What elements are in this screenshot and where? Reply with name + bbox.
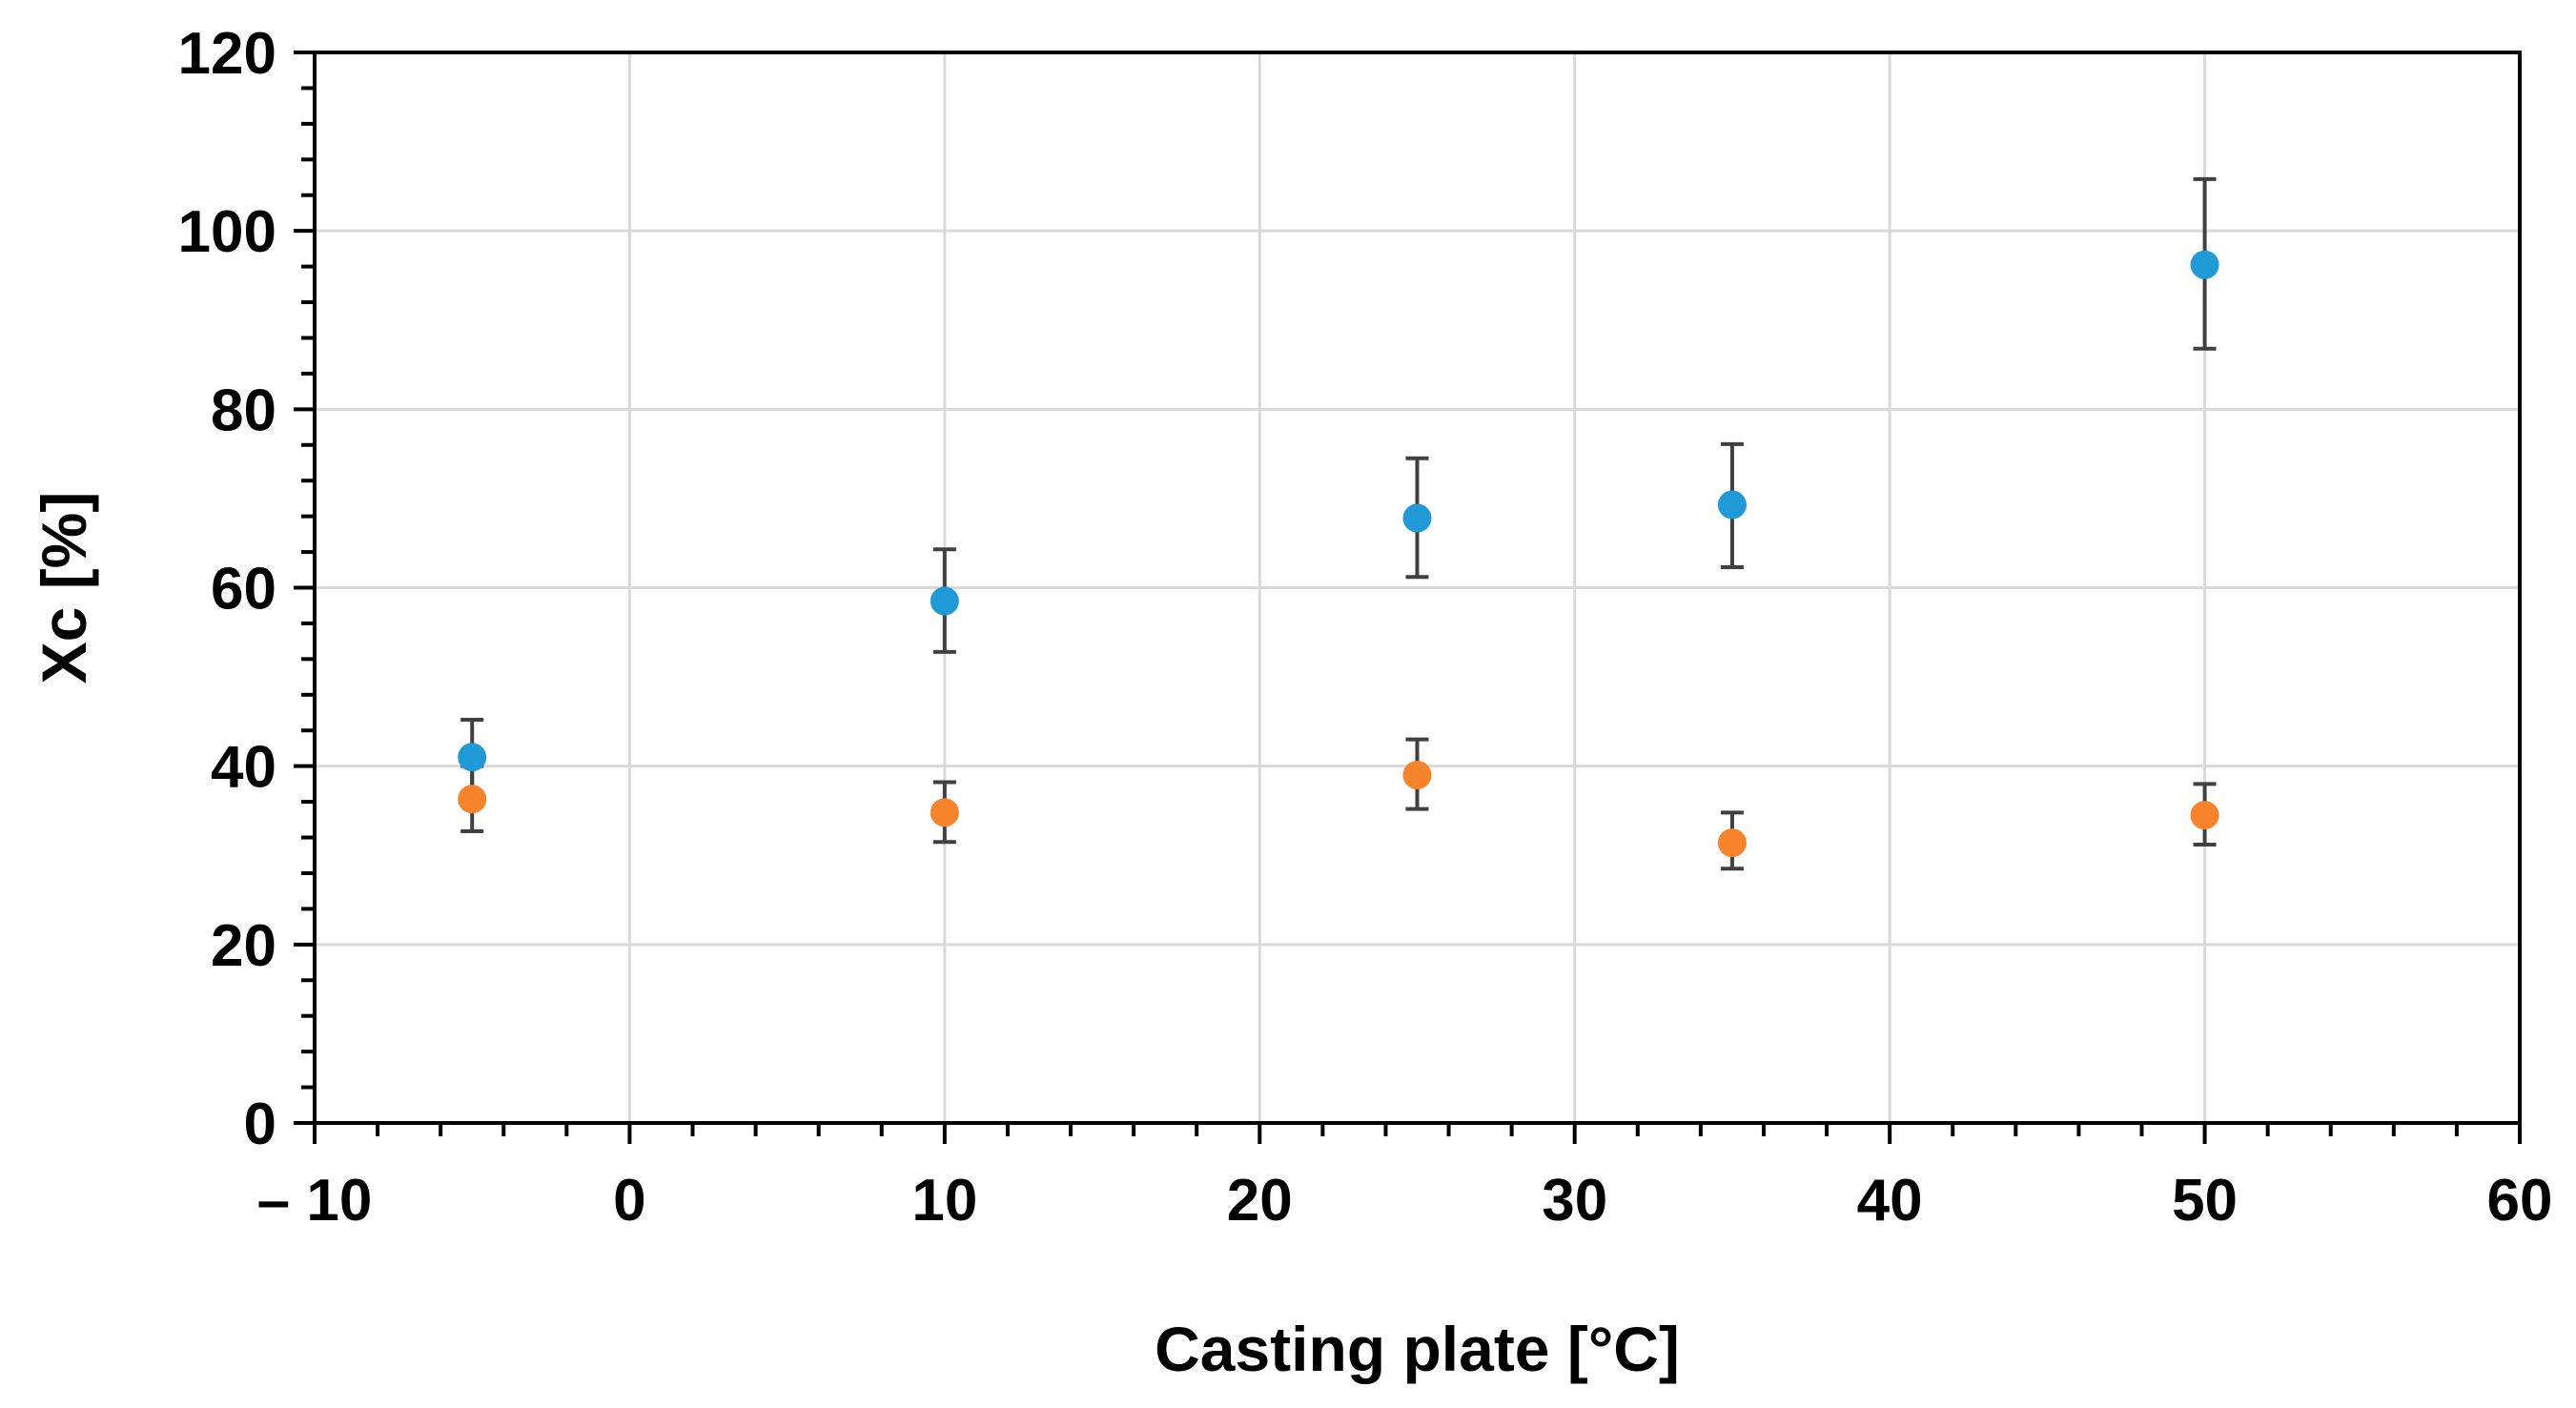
grid-layer (315, 52, 2520, 1123)
x-tick-label-6: 50 (2172, 1168, 2238, 1234)
series-blue-point-4 (2190, 250, 2219, 279)
series-orange-point-2 (1402, 761, 1432, 790)
y-tick-label-4: 80 (211, 378, 276, 443)
y-tick-label-5: 100 (178, 199, 276, 265)
y-tick-label-1: 20 (211, 913, 276, 979)
x-tick-label-1: 0 (613, 1168, 645, 1234)
x-tick-label-0: – 10 (257, 1168, 373, 1234)
series-orange-point-4 (2190, 801, 2219, 830)
x-axis-title: Casting plate [°C] (1155, 1314, 1680, 1384)
y-axis-title: Xc [%] (29, 492, 99, 684)
x-tick-label-5: 40 (1857, 1168, 1923, 1234)
series-orange-point-3 (1717, 828, 1747, 858)
marks-layer (458, 176, 2219, 871)
x-tick-label-2: 10 (911, 1168, 977, 1234)
y-tick-label-2: 40 (211, 735, 276, 801)
series-blue-point-2 (1402, 503, 1432, 533)
series-orange-point-0 (458, 785, 487, 814)
y-tick-label-0: 0 (244, 1092, 276, 1157)
series-orange-point-1 (930, 798, 959, 827)
x-tick-label-4: 30 (1542, 1168, 1607, 1234)
series-blue-point-0 (458, 743, 487, 772)
x-tick-label-7: 60 (2487, 1168, 2553, 1234)
y-tick-label-6: 120 (178, 21, 276, 87)
label-layer: Casting plate [°C] Xc [%] (29, 492, 1680, 1384)
series-blue-point-1 (930, 586, 959, 616)
axis-layer: – 10 0 10 20 30 40 50 60 0 20 40 60 80 100 120 (178, 21, 2553, 1234)
y-tick-label-3: 60 (211, 557, 276, 622)
series-blue-point-3 (1717, 490, 1747, 520)
x-tick-label-3: 20 (1227, 1168, 1293, 1234)
